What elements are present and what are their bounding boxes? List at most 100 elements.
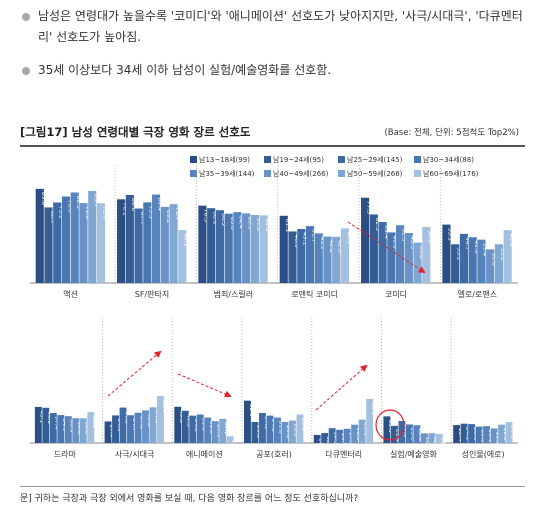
bar xyxy=(157,396,164,443)
data-label: 61.1 xyxy=(284,219,291,233)
category-label: 사극/시대극 xyxy=(115,450,155,459)
data-label: 48.1 xyxy=(183,233,190,247)
bar xyxy=(189,415,197,443)
bar xyxy=(104,421,112,443)
data-label: 72.6 xyxy=(101,206,108,220)
data-label: 69.2 xyxy=(165,210,172,224)
bar xyxy=(266,415,274,443)
category-label: 성인물(에로) xyxy=(462,449,505,459)
data-label: 68.0 xyxy=(211,211,218,225)
trend-arrow xyxy=(177,373,232,398)
bar xyxy=(435,434,443,443)
data-label: 78.6 xyxy=(66,200,73,214)
data-label: 35.6 xyxy=(201,418,208,432)
data-label: 34.9 xyxy=(61,418,68,432)
data-label: 35.6 xyxy=(300,418,307,432)
data-label: 71.7 xyxy=(174,207,181,221)
bar xyxy=(460,423,468,443)
data-label: 28.1 xyxy=(293,424,300,438)
data-label: 18.5 xyxy=(332,431,339,445)
bar xyxy=(390,425,398,443)
data-label: 72.6 xyxy=(84,206,91,220)
data-label: 53.1 xyxy=(447,228,454,242)
data-label: 27.3 xyxy=(216,424,223,438)
data-label: 55.1 xyxy=(370,402,377,416)
trend-arrow xyxy=(315,364,368,411)
data-label: 64.4 xyxy=(238,215,245,229)
data-label: 82.3 xyxy=(75,195,82,209)
summary-bullets: 남성은 연령대가 높을수록 '코미디'와 '애니메이션' 선호도가 낮아지지만,… xyxy=(20,6,530,81)
data-label: 52.9 xyxy=(248,404,255,418)
bar xyxy=(351,424,359,443)
legend-swatch xyxy=(338,156,345,163)
category-label: 범죄/스릴러 xyxy=(214,289,254,299)
bar xyxy=(366,398,374,443)
data-label: 24.1 xyxy=(464,427,471,441)
bar xyxy=(44,207,53,283)
category-label: 코미디 xyxy=(385,290,407,299)
data-label: 22.2 xyxy=(417,428,424,442)
legend-label: 남19~24세(95) xyxy=(273,155,324,164)
legend-label: 남35~39세(144) xyxy=(199,169,255,178)
summary-bullet-1: 남성은 연령대가 높을수록 '코미디'와 '애니메이션' 선호도가 낮아지지만,… xyxy=(20,6,530,50)
bar xyxy=(143,202,152,283)
data-label: 46.9 xyxy=(293,234,300,248)
legend-label: 남60~69세(176) xyxy=(423,169,479,178)
bar xyxy=(87,411,95,443)
data-label: 34.5 xyxy=(116,418,123,432)
bar xyxy=(281,421,289,443)
data-label: 76.1 xyxy=(121,202,128,216)
data-label: 21.4 xyxy=(395,429,402,443)
bar xyxy=(358,419,366,443)
bar xyxy=(42,407,50,443)
data-label: 26.3 xyxy=(285,425,292,439)
legend-label: 남13~18세(99) xyxy=(199,155,250,164)
bar xyxy=(413,425,421,443)
data-label: 42.2 xyxy=(328,240,335,254)
bar xyxy=(64,416,72,443)
bar xyxy=(160,206,169,283)
bar xyxy=(313,435,321,443)
bar xyxy=(490,428,498,443)
bar xyxy=(207,208,216,283)
figure-title: [그림17] 남성 연령대별 극장 영화 장르 선호도 xyxy=(20,125,251,139)
data-label: 26.1 xyxy=(509,425,516,439)
summary-bullet-2: 35세 이상보다 34세 이하 남성이 실험/예술영화를 선호함. xyxy=(20,60,530,81)
bar xyxy=(127,415,134,443)
data-label: 49.1 xyxy=(302,232,309,246)
data-label: 34.7 xyxy=(131,418,138,432)
category-label: 로맨틱 코미디 xyxy=(291,289,338,299)
data-label: 21.1 xyxy=(487,429,494,443)
bar xyxy=(134,412,142,443)
bar xyxy=(297,228,306,283)
legend-swatch xyxy=(190,156,197,163)
data-label: 55.4 xyxy=(383,225,390,239)
bar xyxy=(196,414,204,443)
data-label: 62.3 xyxy=(374,217,381,231)
trend-arrow xyxy=(107,350,162,397)
bar xyxy=(215,210,224,283)
bar xyxy=(204,417,212,443)
bar xyxy=(428,433,436,443)
legend-swatch xyxy=(264,170,271,177)
bar xyxy=(134,208,143,283)
bar xyxy=(383,416,391,443)
bar xyxy=(251,421,259,443)
data-label: 49.7 xyxy=(345,231,352,245)
bar xyxy=(224,213,233,283)
data-label: 34.2 xyxy=(270,419,277,433)
data-label: 73.3 xyxy=(148,205,155,219)
bar xyxy=(125,195,134,283)
category-label: SF/판타지 xyxy=(135,290,169,299)
data-label: 45.3 xyxy=(178,410,185,424)
legend-swatch xyxy=(190,170,197,177)
data-label: 12.2 xyxy=(432,436,439,450)
bar xyxy=(468,424,476,443)
bar xyxy=(259,413,266,443)
data-label: 48.0 xyxy=(508,233,515,247)
data-label: 80.4 xyxy=(156,198,163,212)
data-label: 34.2 xyxy=(193,419,200,433)
legend-label: 남30~34세(88) xyxy=(423,155,474,164)
legend-swatch xyxy=(414,156,421,163)
